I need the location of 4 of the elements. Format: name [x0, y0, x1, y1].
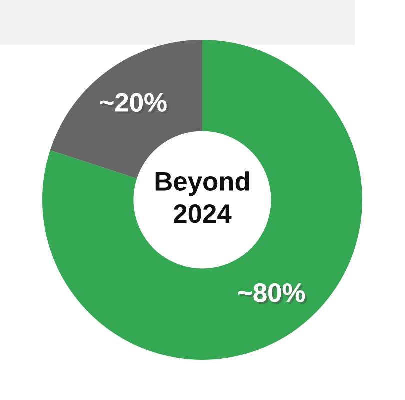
text: Beyond 2024 — [156, 172, 250, 224]
data-label: ~80% — [238, 284, 308, 304]
donut-slice — [42, 40, 362, 360]
data-label: ~20% — [100, 93, 169, 114]
